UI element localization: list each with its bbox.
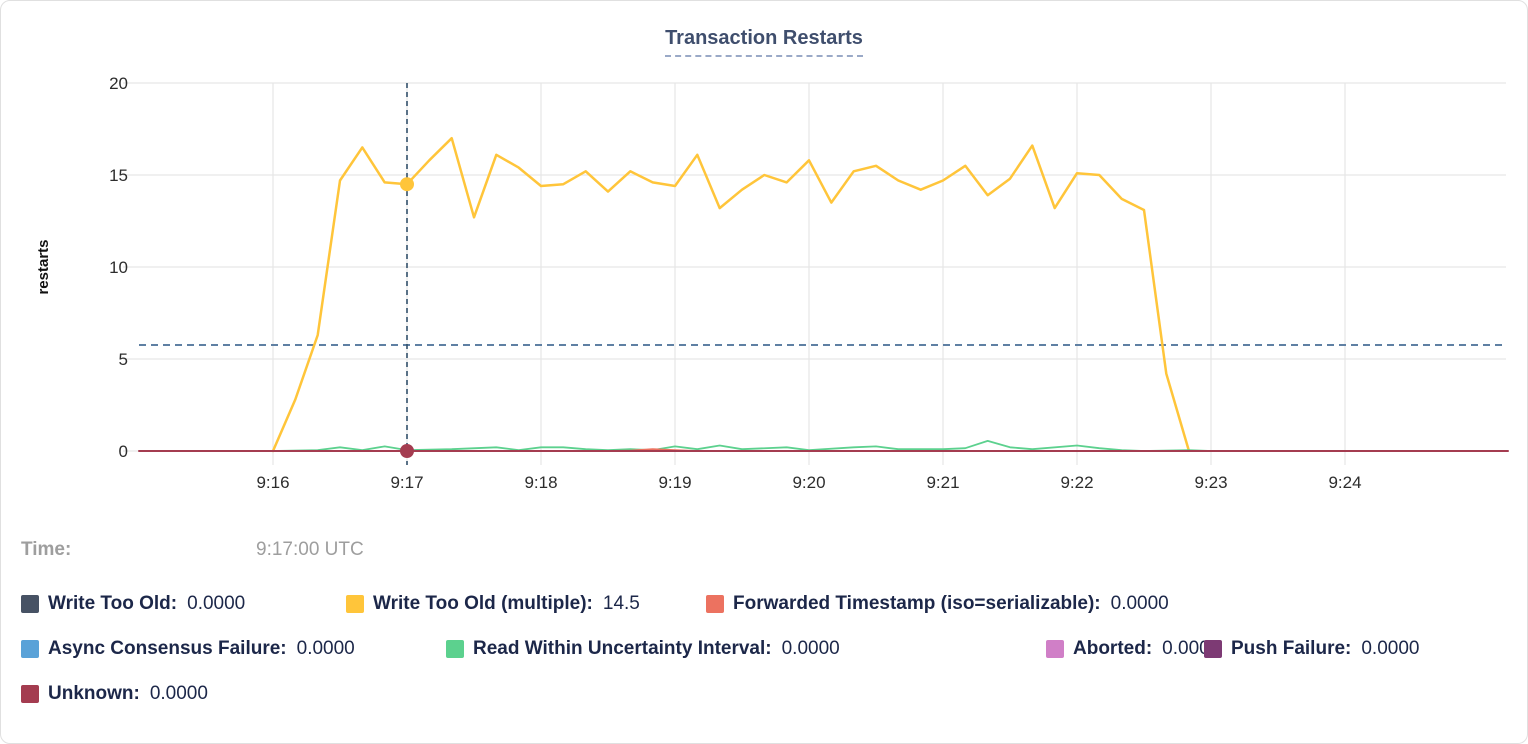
- legend-value: 14.5: [602, 593, 640, 614]
- hover-marker-unknown: [400, 444, 414, 458]
- legend-value: 0.0000: [1110, 593, 1169, 614]
- series-read-within-uncertainty-interval[interactable]: [272, 439, 1212, 452]
- legend-item-read-within-uncertainty-interval: Read Within Uncertainty Interval: 0.0000: [446, 637, 840, 661]
- legend-label: Write Too Old (multiple):: [373, 593, 593, 614]
- legend-label: Push Failure:: [1231, 638, 1352, 659]
- legend-label: Forwarded Timestamp (iso=serializable):: [733, 593, 1101, 614]
- x-tick-label: 9:18: [524, 473, 557, 492]
- hover-marker-write-too-old-multiple: [400, 177, 414, 192]
- write-too-old-swatch: [21, 595, 39, 613]
- legend-label: Unknown:: [48, 683, 140, 704]
- chart-header: Transaction Restarts: [1, 27, 1527, 57]
- y-tick-label: 0: [119, 442, 128, 461]
- legend-item-push-failure: Push Failure: 0.0000: [1204, 637, 1419, 661]
- legend-item-unknown: Unknown: 0.0000: [21, 682, 208, 706]
- y-axis-label: restarts: [35, 239, 52, 294]
- x-tick-label: 9:22: [1060, 473, 1093, 492]
- x-tick-label: 9:16: [256, 473, 289, 492]
- legend-value: 0.0000: [149, 683, 208, 704]
- legend-label: Async Consensus Failure:: [48, 638, 287, 659]
- forwarded-timestamp-swatch: [706, 595, 724, 613]
- transaction-restarts-chart[interactable]: 0 5 10 15 20 9:16 9:17 9:18 9:19 9:20 9:21 9:22 9:23…: [1, 1, 1528, 521]
- async-consensus-failure-swatch: [21, 640, 39, 658]
- legend-label: Aborted:: [1073, 638, 1153, 659]
- unknown-swatch: [21, 685, 39, 703]
- legend-value: 0.0000: [296, 638, 355, 659]
- legend-item-write-too-old-multiple: Write Too Old (multiple): 14.5: [346, 592, 640, 616]
- legend-value: 0.0000: [1361, 638, 1420, 659]
- time-label: Time:: [21, 539, 72, 560]
- y-tick-label: 20: [109, 74, 128, 93]
- x-tick-label: 9:20: [792, 473, 825, 492]
- y-tick-label: 5: [119, 350, 128, 369]
- legend-value: 0.0000: [187, 593, 246, 614]
- x-tick-label: 9:19: [658, 473, 691, 492]
- time-value: 9:17:00 UTC: [256, 539, 364, 560]
- write-too-old-multiple-swatch: [346, 595, 364, 613]
- y-tick-label: 15: [109, 166, 128, 185]
- legend-label: Write Too Old:: [48, 593, 178, 614]
- y-tick-label: 10: [109, 258, 128, 277]
- legend-value: 0.0000: [781, 638, 840, 659]
- x-tick-label: 9:17: [390, 473, 423, 492]
- series-write-too-old-multiple[interactable]: [271, 136, 1190, 453]
- legend-item-write-too-old: Write Too Old: 0.0000: [21, 592, 245, 616]
- aborted-swatch: [1046, 640, 1064, 658]
- legend-item-aborted: Aborted: 0.0000: [1046, 637, 1220, 661]
- push-failure-swatch: [1204, 640, 1222, 658]
- x-tick-label: 9:23: [1194, 473, 1227, 492]
- legend-item-async-consensus-failure: Async Consensus Failure: 0.0000: [21, 637, 355, 661]
- x-tick-label: 9:24: [1328, 473, 1361, 492]
- legend-label: Read Within Uncertainty Interval:: [473, 638, 772, 659]
- chart-title[interactable]: Transaction Restarts: [665, 27, 863, 57]
- read-within-uncertainty-interval-swatch: [446, 640, 464, 658]
- x-tick-label: 9:21: [926, 473, 959, 492]
- legend-item-forwarded-timestamp: Forwarded Timestamp (iso=serializable): …: [706, 592, 1169, 616]
